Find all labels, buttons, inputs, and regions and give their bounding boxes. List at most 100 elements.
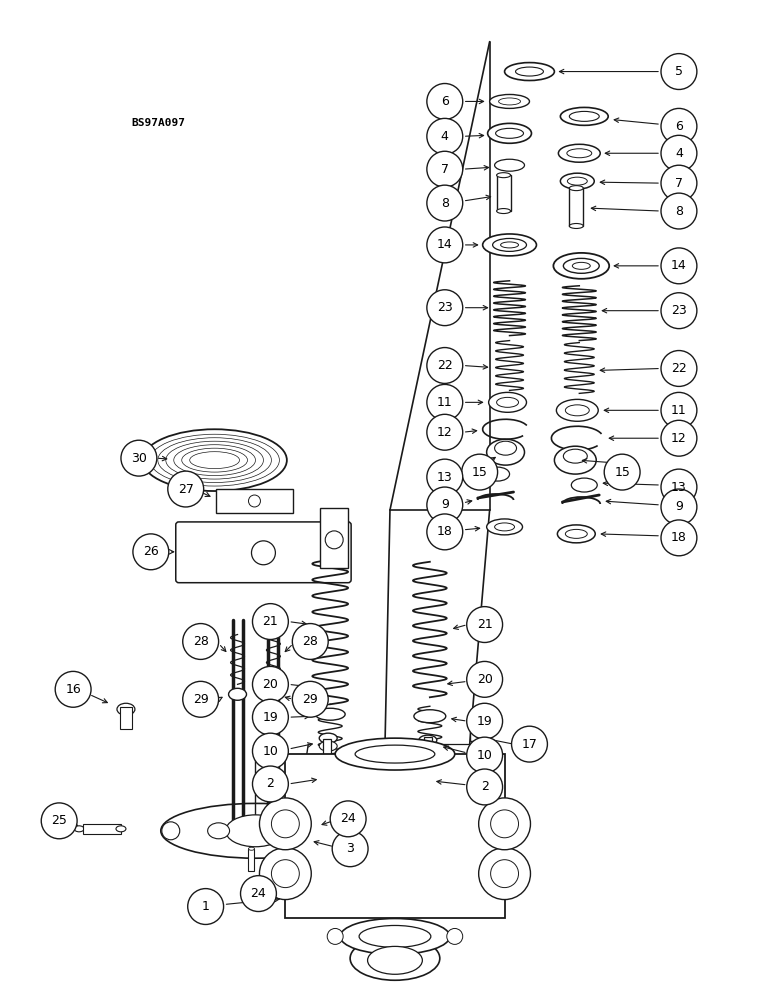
Bar <box>323 739 331 804</box>
Text: 22: 22 <box>437 359 452 372</box>
Ellipse shape <box>488 123 531 143</box>
Ellipse shape <box>414 710 445 723</box>
Bar <box>569 188 584 226</box>
Ellipse shape <box>496 397 519 407</box>
Bar <box>424 737 432 804</box>
Text: 4: 4 <box>675 147 683 160</box>
Circle shape <box>661 248 697 284</box>
Ellipse shape <box>350 936 440 980</box>
Bar <box>83 824 121 834</box>
Circle shape <box>467 661 503 697</box>
Ellipse shape <box>486 467 510 481</box>
Circle shape <box>462 454 498 490</box>
Text: 21: 21 <box>262 615 278 628</box>
Ellipse shape <box>571 478 598 492</box>
Ellipse shape <box>560 173 594 189</box>
Text: 3: 3 <box>346 842 354 855</box>
Text: 7: 7 <box>441 163 449 176</box>
Circle shape <box>183 681 218 717</box>
Ellipse shape <box>554 253 609 279</box>
Text: 13: 13 <box>437 471 452 484</box>
Ellipse shape <box>565 405 589 416</box>
Text: 25: 25 <box>51 814 67 827</box>
Text: 11: 11 <box>437 396 452 409</box>
Text: 15: 15 <box>472 466 488 479</box>
Text: 24: 24 <box>251 887 266 900</box>
Circle shape <box>661 135 697 171</box>
Circle shape <box>491 810 519 838</box>
Circle shape <box>447 928 462 944</box>
Circle shape <box>467 607 503 642</box>
Circle shape <box>272 810 300 838</box>
Ellipse shape <box>335 738 455 770</box>
Circle shape <box>479 848 530 900</box>
Circle shape <box>427 118 462 154</box>
Ellipse shape <box>320 741 337 751</box>
Ellipse shape <box>304 823 317 831</box>
Circle shape <box>427 348 462 383</box>
Ellipse shape <box>496 173 510 178</box>
Circle shape <box>467 769 503 805</box>
Circle shape <box>427 227 462 263</box>
Bar <box>469 729 482 741</box>
Ellipse shape <box>486 439 524 465</box>
Text: 26: 26 <box>143 545 159 558</box>
Circle shape <box>661 392 697 428</box>
Ellipse shape <box>142 429 287 491</box>
Text: 12: 12 <box>671 432 687 445</box>
Circle shape <box>491 860 519 888</box>
Ellipse shape <box>281 823 303 839</box>
Ellipse shape <box>569 111 599 121</box>
Ellipse shape <box>557 525 595 543</box>
Text: 29: 29 <box>303 693 318 706</box>
Text: 5: 5 <box>675 65 683 78</box>
Text: 4: 4 <box>441 130 449 143</box>
Ellipse shape <box>500 242 519 248</box>
Circle shape <box>661 54 697 89</box>
Text: 14: 14 <box>671 259 687 272</box>
Circle shape <box>252 604 289 639</box>
Ellipse shape <box>565 529 587 538</box>
Ellipse shape <box>567 177 587 185</box>
Ellipse shape <box>516 67 543 76</box>
Ellipse shape <box>569 223 584 228</box>
Circle shape <box>252 766 289 802</box>
Circle shape <box>604 454 640 490</box>
Circle shape <box>252 699 289 735</box>
Ellipse shape <box>419 743 437 753</box>
Ellipse shape <box>569 186 584 191</box>
Circle shape <box>252 666 289 702</box>
Ellipse shape <box>229 688 246 700</box>
Text: 30: 30 <box>131 452 147 465</box>
Circle shape <box>661 165 697 201</box>
Circle shape <box>252 733 289 769</box>
Circle shape <box>121 440 157 476</box>
Ellipse shape <box>558 144 600 162</box>
Circle shape <box>331 822 349 840</box>
Circle shape <box>427 487 462 523</box>
Ellipse shape <box>564 449 587 463</box>
Circle shape <box>427 384 462 420</box>
Text: 12: 12 <box>437 426 452 439</box>
Circle shape <box>661 108 697 144</box>
Circle shape <box>479 798 530 850</box>
Text: 21: 21 <box>477 618 493 631</box>
Circle shape <box>272 860 300 888</box>
Circle shape <box>162 822 180 840</box>
Circle shape <box>133 534 169 570</box>
Text: 20: 20 <box>476 673 493 686</box>
Text: 8: 8 <box>441 197 449 210</box>
Ellipse shape <box>554 446 596 474</box>
Bar <box>215 489 293 513</box>
Ellipse shape <box>495 441 516 455</box>
Ellipse shape <box>505 63 554 81</box>
Circle shape <box>467 737 503 773</box>
Ellipse shape <box>208 823 229 839</box>
Circle shape <box>661 351 697 386</box>
Text: 28: 28 <box>193 635 208 648</box>
Bar <box>120 707 132 729</box>
Ellipse shape <box>557 399 598 421</box>
Text: 23: 23 <box>671 304 687 317</box>
Ellipse shape <box>495 159 524 171</box>
Ellipse shape <box>116 826 126 832</box>
